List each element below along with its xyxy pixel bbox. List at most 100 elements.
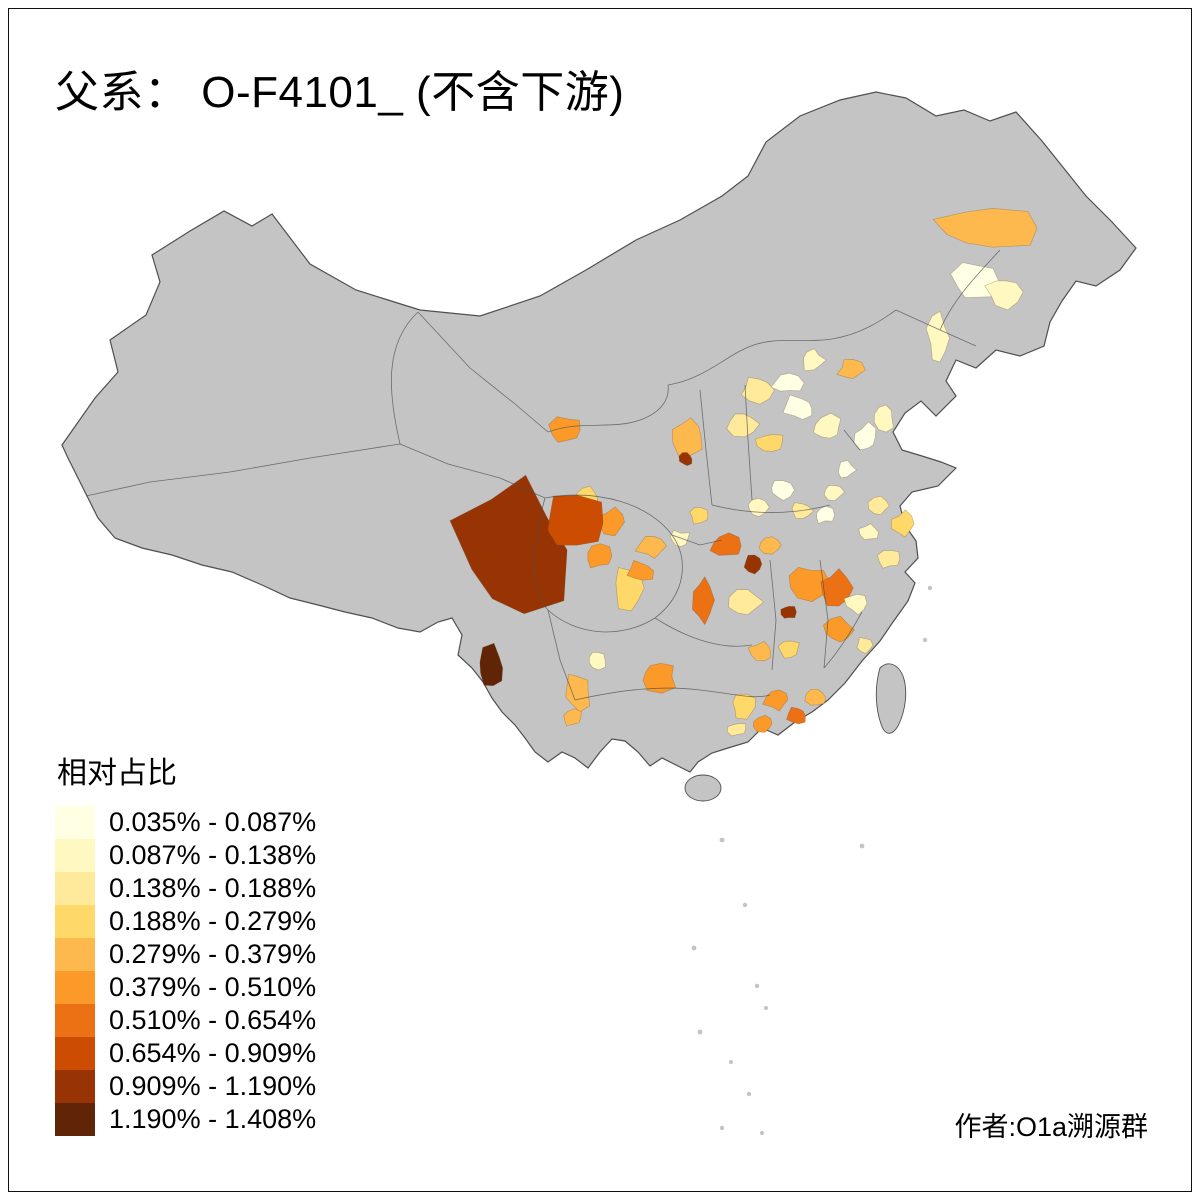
map-region [812, 412, 842, 439]
map-region [547, 495, 604, 546]
map-region [843, 593, 868, 616]
island-speck [729, 1060, 733, 1064]
map-region [634, 536, 667, 559]
map-region [588, 651, 606, 671]
map-region [709, 532, 742, 556]
map-region [777, 640, 800, 659]
map-region [626, 559, 655, 581]
map-region [678, 452, 693, 466]
legend-label: 0.188% - 0.279% [109, 906, 317, 936]
map-region [876, 550, 901, 569]
map-region [836, 359, 866, 379]
map-region [479, 642, 504, 687]
legend-swatch [55, 806, 95, 839]
map-region [669, 529, 691, 547]
island-speck [719, 837, 725, 843]
legend-swatch [55, 1103, 95, 1136]
map-region [689, 507, 709, 525]
legend-label: 0.087% - 0.138% [109, 840, 317, 870]
legend-label: 1.190% - 1.408% [109, 1104, 317, 1134]
legend-row: 0.379% - 0.510% [55, 971, 316, 1004]
map-region [449, 474, 568, 615]
map-region [788, 567, 831, 603]
map-region [856, 636, 874, 655]
legend-label: 0.909% - 1.190% [109, 1071, 317, 1101]
map-region [642, 662, 677, 694]
legend-label: 0.279% - 0.379% [109, 939, 317, 969]
legend-label: 0.654% - 0.909% [109, 1038, 317, 1068]
map-region [925, 310, 950, 363]
legend-row: 0.087% - 0.138% [55, 839, 316, 872]
legend-row: 1.190% - 1.408% [55, 1103, 316, 1136]
island-speck [764, 1006, 768, 1010]
map-region [548, 416, 581, 443]
legend-row: 0.510% - 0.654% [55, 1004, 316, 1037]
island-speck [859, 843, 865, 849]
legend-label: 0.035% - 0.087% [109, 807, 317, 837]
island-speck [719, 1125, 725, 1131]
map-region [587, 543, 613, 569]
island-speck [697, 1029, 703, 1035]
legend-swatch [55, 839, 95, 872]
map-region [728, 589, 765, 616]
island-speck [760, 1131, 764, 1135]
province-borders [85, 249, 1001, 701]
island-speck [691, 945, 697, 951]
map-region [563, 708, 582, 727]
map-region [838, 460, 858, 479]
island-speck [746, 1091, 752, 1097]
south-china-sea-islands [691, 585, 933, 1135]
map-region [890, 509, 915, 538]
map-region [692, 576, 715, 626]
island-speck [754, 983, 760, 989]
map-region [786, 706, 806, 725]
map-region [984, 280, 1024, 311]
taiwan-island [875, 663, 907, 734]
map-region [782, 394, 813, 420]
legend-label: 0.138% - 0.188% [109, 873, 317, 903]
map-region [822, 615, 855, 643]
map-region [771, 480, 795, 502]
map-region [754, 434, 784, 452]
map-region [780, 605, 797, 619]
legend-swatch [55, 1070, 95, 1103]
map-region [816, 505, 836, 525]
legend: 相对占比 0.035% - 0.087% 0.087% - 0.138% 0.1… [55, 748, 316, 1136]
map-region [873, 404, 894, 433]
legend-row: 0.035% - 0.087% [55, 806, 316, 839]
islands-group [684, 663, 907, 802]
page-title: 父系： O-F4101_ (不含下游) [55, 68, 625, 117]
legend-row: 0.654% - 0.909% [55, 1037, 316, 1070]
legend-swatch [55, 1037, 95, 1070]
legend-swatch [55, 905, 95, 938]
map-region [858, 523, 879, 540]
legend-row: 0.909% - 1.190% [55, 1070, 316, 1103]
map-region [823, 485, 845, 502]
map-region [740, 376, 775, 405]
legend-row: 0.138% - 0.188% [55, 872, 316, 905]
map-region [867, 495, 890, 516]
map-region [726, 723, 747, 737]
map-region [853, 421, 877, 451]
map-region [932, 208, 1038, 248]
island-speck [922, 637, 928, 643]
hainan-island [684, 774, 722, 802]
map-region [752, 714, 773, 733]
map-region [747, 640, 772, 662]
map-region [770, 372, 805, 392]
map-region [803, 348, 827, 372]
island-speck [742, 902, 748, 908]
map-region [820, 568, 854, 607]
legend-row: 0.188% - 0.279% [55, 905, 316, 938]
legend-title: 相对占比 [57, 757, 177, 790]
map-region [726, 413, 761, 438]
map-region [804, 688, 826, 706]
island-speck [927, 585, 933, 591]
map-region [732, 693, 756, 720]
legend-row: 0.279% - 0.379% [55, 938, 316, 971]
map-region [743, 554, 763, 575]
map-region [758, 536, 782, 555]
legend-swatch [55, 971, 95, 1004]
